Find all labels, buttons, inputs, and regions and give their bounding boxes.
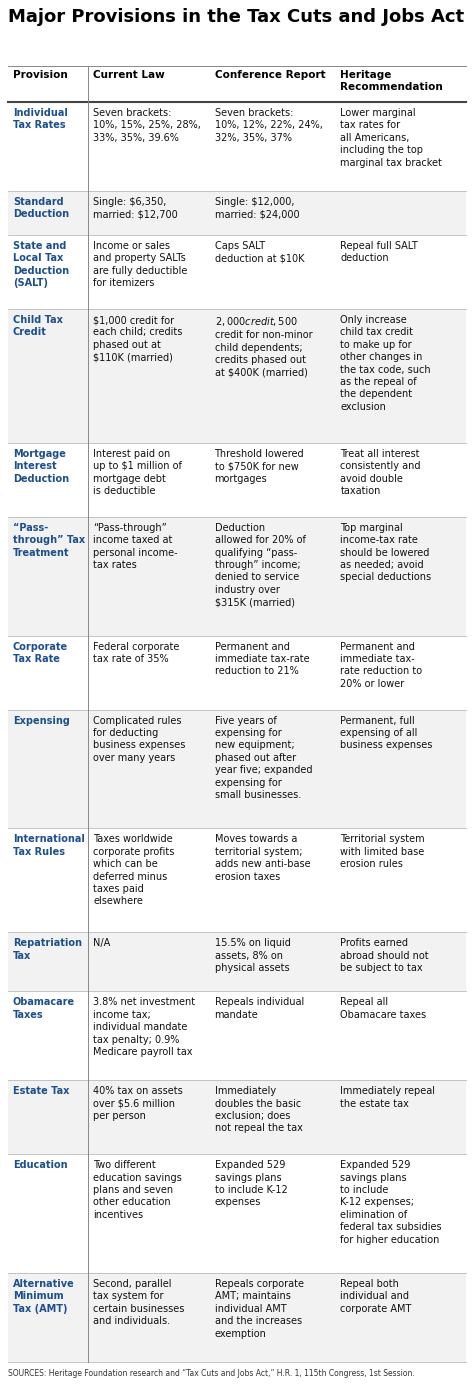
Text: N/A: N/A [93,938,110,948]
Text: State and
Local Tax
Deduction
(SALT): State and Local Tax Deduction (SALT) [13,241,69,288]
Text: Single: $12,000,
married: $24,000: Single: $12,000, married: $24,000 [215,197,299,219]
Bar [8,1080,466,1155]
Text: Corporate
Tax Rate: Corporate Tax Rate [13,642,68,664]
Text: Five years of
expensing for
new equipment;
phased out after
year five; expanded
: Five years of expensing for new equipmen… [215,715,312,800]
Text: Top marginal
income-tax rate
should be lowered
as needed; avoid
special deductio: Top marginal income-tax rate should be l… [340,523,432,582]
Text: Permanent and
immediate tax-
rate reduction to
20% or lower: Permanent and immediate tax- rate reduct… [340,642,423,689]
Text: Taxes worldwide
corporate profits
which can be
deferred minus
taxes paid
elsewhe: Taxes worldwide corporate profits which … [93,834,174,906]
Text: 15.5% on liquid
assets, 8% on
physical assets: 15.5% on liquid assets, 8% on physical a… [215,938,291,973]
Text: Interest paid on
up to $1 million of
mortgage debt
is deductible: Interest paid on up to $1 million of mor… [93,449,182,496]
Text: International
Tax Rules: International Tax Rules [13,834,85,857]
Text: Lower marginal
tax rates for
all Americans,
including the top
marginal tax brack: Lower marginal tax rates for all America… [340,108,442,168]
Text: Seven brackets:
10%, 12%, 22%, 24%,
32%, 35%, 37%: Seven brackets: 10%, 12%, 22%, 24%, 32%,… [215,108,322,143]
Text: Conference Report: Conference Report [215,71,325,80]
Text: “Pass-through”
income taxed at
personal income-
tax rates: “Pass-through” income taxed at personal … [93,523,178,570]
Text: Income or sales
and property SALTs
are fully deductible
for itemizers: Income or sales and property SALTs are f… [93,241,188,288]
Text: 3.8% net investment
income tax;
individual mandate
tax penalty; 0.9%
Medicare pa: 3.8% net investment income tax; individu… [93,998,195,1058]
Text: “Pass-
through” Tax
Treatment: “Pass- through” Tax Treatment [13,523,85,557]
Bar [8,933,466,991]
Text: Threshold lowered
to $750K for new
mortgages: Threshold lowered to $750K for new mortg… [215,449,304,484]
Text: Repeals individual
mandate: Repeals individual mandate [215,998,304,1020]
Text: Second, parallel
tax system for
certain businesses
and individuals.: Second, parallel tax system for certain … [93,1279,184,1326]
Text: Immediately repeal
the estate tax: Immediately repeal the estate tax [340,1087,436,1109]
Text: Profits earned
abroad should not
be subject to tax: Profits earned abroad should not be subj… [340,938,429,973]
Text: $1,000 credit for
each child; credits
phased out at
$110K (married): $1,000 credit for each child; credits ph… [93,315,182,362]
Text: Two different
education savings
plans and seven
other education
incentives: Two different education savings plans an… [93,1160,182,1220]
Text: Provision: Provision [13,71,68,80]
Bar [8,517,466,636]
Text: Education: Education [13,1160,68,1170]
Text: Repatriation
Tax: Repatriation Tax [13,938,82,960]
Text: Territorial system
with limited base
erosion rules: Territorial system with limited base ero… [340,834,425,869]
Text: Permanent and
immediate tax-rate
reduction to 21%: Permanent and immediate tax-rate reducti… [215,642,309,676]
Text: Expensing: Expensing [13,715,70,726]
Bar [8,1274,466,1362]
Text: Federal corporate
tax rate of 35%: Federal corporate tax rate of 35% [93,642,180,664]
Text: Caps SALT
deduction at $10K: Caps SALT deduction at $10K [215,241,304,263]
Text: Alternative
Minimum
Tax (AMT): Alternative Minimum Tax (AMT) [13,1279,75,1314]
Text: Complicated rules
for deducting
business expenses
over many years: Complicated rules for deducting business… [93,715,185,762]
Text: Major Provisions in the Tax Cuts and Jobs Act: Major Provisions in the Tax Cuts and Job… [8,8,464,26]
Text: Repeal full SALT
deduction: Repeal full SALT deduction [340,241,418,263]
Bar [8,309,466,442]
Text: Moves towards a
territorial system;
adds new anti-base
erosion taxes: Moves towards a territorial system; adds… [215,834,310,881]
Text: Child Tax
Credit: Child Tax Credit [13,315,63,337]
Text: Estate Tax: Estate Tax [13,1087,69,1096]
Text: Expanded 529
savings plans
to include K-12
expenses: Expanded 529 savings plans to include K-… [215,1160,287,1207]
Text: Treat all interest
consistently and
avoid double
taxation: Treat all interest consistently and avoi… [340,449,421,496]
Text: Heritage
Recommendation: Heritage Recommendation [340,71,443,91]
Text: $2,000 credit, $500
credit for non-minor
child dependents;
credits phased out
at: $2,000 credit, $500 credit for non-minor… [215,315,312,377]
Text: Deduction
allowed for 20% of
qualifying “pass-
through” income;
denied to servic: Deduction allowed for 20% of qualifying … [215,523,305,607]
Text: Mortgage
Interest
Deduction: Mortgage Interest Deduction [13,449,69,484]
Bar [8,710,466,829]
Text: Single: $6,350,
married: $12,700: Single: $6,350, married: $12,700 [93,197,178,219]
Text: Repeal all
Obamacare taxes: Repeal all Obamacare taxes [340,998,427,1020]
Text: SOURCES: Heritage Foundation research and “Tax Cuts and Jobs Act,” H.R. 1, 115th: SOURCES: Heritage Foundation research an… [8,1369,415,1379]
Bar [8,191,466,236]
Text: 40% tax on assets
over $5.6 million
per person: 40% tax on assets over $5.6 million per … [93,1087,183,1121]
Text: Repeals corporate
AMT; maintains
individual AMT
and the increases
exemption: Repeals corporate AMT; maintains individ… [215,1279,303,1339]
Text: Seven brackets:
10%, 15%, 25%, 28%,
33%, 35%, 39.6%: Seven brackets: 10%, 15%, 25%, 28%, 33%,… [93,108,201,143]
Text: Only increase
child tax credit
to make up for
other changes in
the tax code, suc: Only increase child tax credit to make u… [340,315,431,412]
Text: Expanded 529
savings plans
to include
K-12 expenses;
elimination of
federal tax : Expanded 529 savings plans to include K-… [340,1160,442,1245]
Text: Current Law: Current Law [93,71,165,80]
Text: Individual
Tax Rates: Individual Tax Rates [13,108,68,130]
Text: Standard
Deduction: Standard Deduction [13,197,69,219]
Text: Permanent, full
expensing of all
business expenses: Permanent, full expensing of all busines… [340,715,433,750]
Text: Immediately
doubles the basic
exclusion; does
not repeal the tax: Immediately doubles the basic exclusion;… [215,1087,302,1134]
Text: Repeal both
individual and
corporate AMT: Repeal both individual and corporate AMT [340,1279,412,1314]
Text: Obamacare
Taxes: Obamacare Taxes [13,998,75,1020]
